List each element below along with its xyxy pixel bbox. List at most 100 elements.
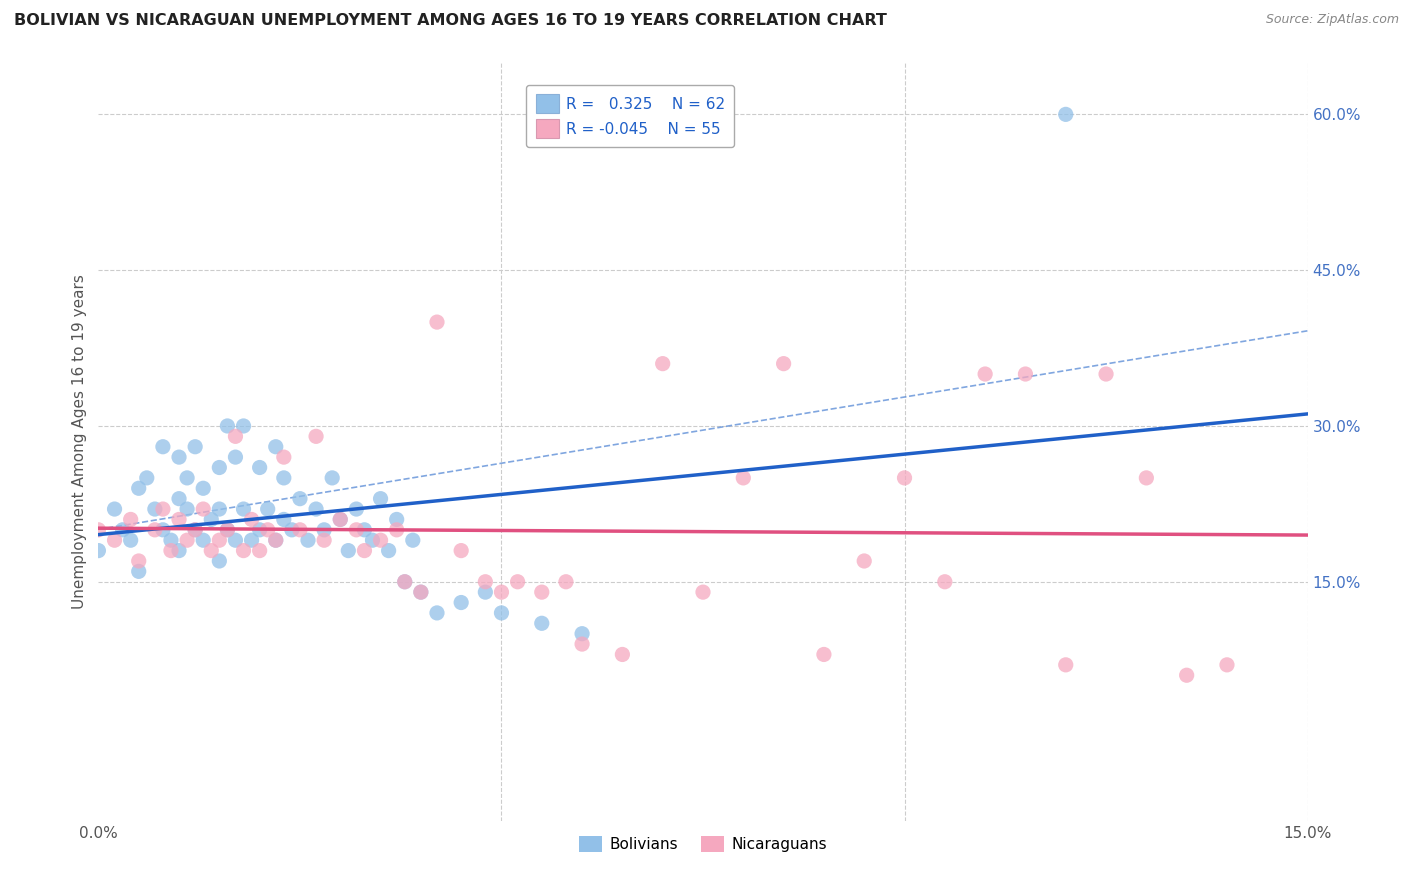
- Point: [612, 648, 634, 662]
- Text: BOLIVIAN VS NICARAGUAN UNEMPLOYMENT AMONG AGES 16 TO 19 YEARS CORRELATION CHART: BOLIVIAN VS NICARAGUAN UNEMPLOYMENT AMON…: [14, 13, 887, 29]
- Point: [135, 471, 157, 485]
- Point: [329, 512, 352, 526]
- Point: [281, 523, 304, 537]
- Point: [571, 637, 593, 651]
- Point: [217, 419, 239, 434]
- Point: [692, 585, 714, 599]
- Point: [193, 533, 215, 548]
- Point: [193, 481, 215, 495]
- Point: [370, 491, 392, 506]
- Point: [176, 533, 198, 548]
- Point: [208, 502, 231, 516]
- Point: [370, 533, 392, 548]
- Point: [232, 419, 254, 434]
- Point: [217, 523, 239, 537]
- Point: [249, 523, 271, 537]
- Point: [152, 440, 174, 454]
- Point: [426, 315, 449, 329]
- Point: [87, 523, 110, 537]
- Point: [1216, 657, 1239, 672]
- Text: Source: ZipAtlas.com: Source: ZipAtlas.com: [1265, 13, 1399, 27]
- Point: [264, 533, 287, 548]
- Point: [200, 543, 222, 558]
- Point: [450, 543, 472, 558]
- Point: [87, 543, 110, 558]
- Legend: Bolivians, Nicaraguans: Bolivians, Nicaraguans: [572, 830, 834, 858]
- Point: [974, 367, 997, 381]
- Point: [208, 533, 231, 548]
- Point: [224, 533, 246, 548]
- Point: [314, 533, 336, 548]
- Point: [152, 523, 174, 537]
- Point: [184, 440, 207, 454]
- Point: [353, 543, 375, 558]
- Point: [249, 543, 271, 558]
- Point: [288, 523, 311, 537]
- Point: [1054, 657, 1077, 672]
- Point: [305, 429, 328, 443]
- Point: [249, 460, 271, 475]
- Point: [394, 574, 416, 589]
- Point: [103, 533, 125, 548]
- Point: [273, 471, 295, 485]
- Point: [344, 523, 367, 537]
- Point: [184, 523, 207, 537]
- Point: [555, 574, 578, 589]
- Point: [329, 512, 352, 526]
- Point: [377, 543, 399, 558]
- Point: [491, 585, 513, 599]
- Point: [128, 554, 150, 568]
- Point: [176, 471, 198, 485]
- Point: [530, 585, 553, 599]
- Point: [934, 574, 956, 589]
- Point: [224, 429, 246, 443]
- Point: [361, 533, 384, 548]
- Point: [733, 471, 755, 485]
- Point: [143, 502, 166, 516]
- Point: [305, 502, 328, 516]
- Point: [120, 533, 142, 548]
- Point: [143, 523, 166, 537]
- Point: [264, 533, 287, 548]
- Point: [853, 554, 876, 568]
- Point: [167, 450, 190, 464]
- Point: [450, 595, 472, 609]
- Point: [184, 523, 207, 537]
- Point: [530, 616, 553, 631]
- Point: [474, 574, 496, 589]
- Point: [273, 450, 295, 464]
- Point: [167, 491, 190, 506]
- Point: [314, 523, 336, 537]
- Point: [288, 491, 311, 506]
- Point: [353, 523, 375, 537]
- Point: [385, 523, 408, 537]
- Point: [409, 585, 432, 599]
- Point: [200, 512, 222, 526]
- Point: [474, 585, 496, 599]
- Point: [297, 533, 319, 548]
- Point: [160, 543, 183, 558]
- Point: [167, 512, 190, 526]
- Point: [224, 450, 246, 464]
- Point: [321, 471, 343, 485]
- Point: [385, 512, 408, 526]
- Point: [402, 533, 425, 548]
- Point: [491, 606, 513, 620]
- Point: [232, 543, 254, 558]
- Point: [344, 502, 367, 516]
- Point: [772, 357, 794, 371]
- Point: [103, 502, 125, 516]
- Point: [208, 460, 231, 475]
- Point: [1095, 367, 1118, 381]
- Point: [264, 440, 287, 454]
- Point: [394, 574, 416, 589]
- Point: [240, 533, 263, 548]
- Point: [1014, 367, 1036, 381]
- Point: [506, 574, 529, 589]
- Point: [167, 543, 190, 558]
- Point: [651, 357, 673, 371]
- Y-axis label: Unemployment Among Ages 16 to 19 years: Unemployment Among Ages 16 to 19 years: [72, 274, 87, 609]
- Point: [152, 502, 174, 516]
- Point: [571, 626, 593, 640]
- Point: [893, 471, 915, 485]
